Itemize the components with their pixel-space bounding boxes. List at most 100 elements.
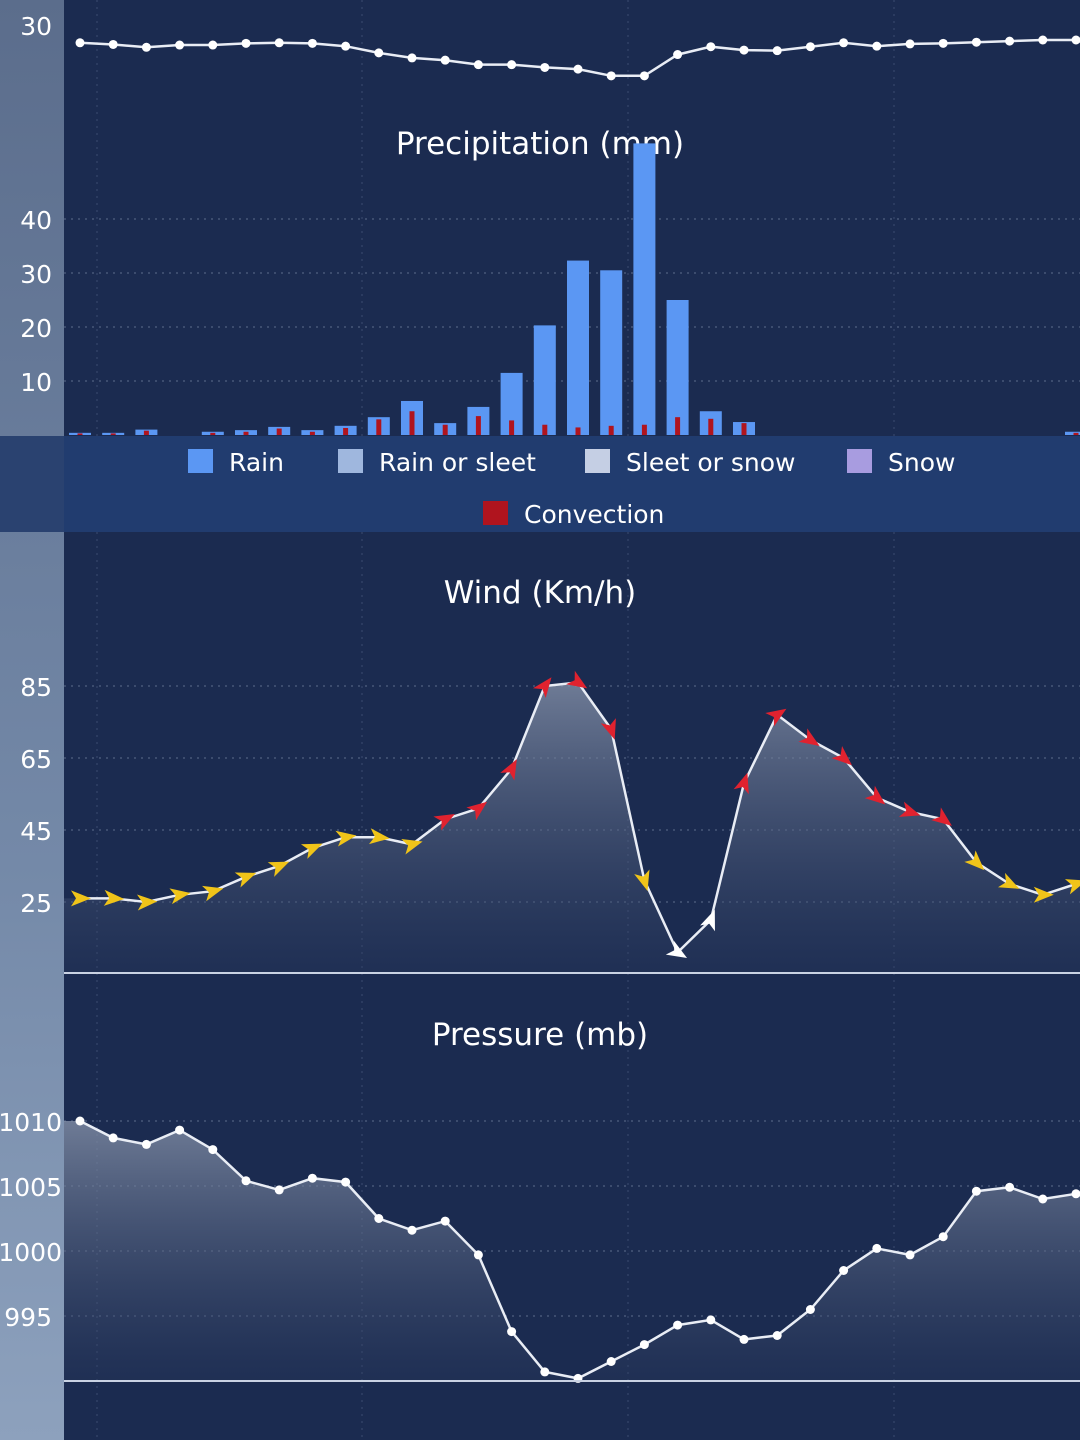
pressure-data-point — [839, 1266, 849, 1275]
top-data-point — [241, 38, 251, 48]
top-data-point — [639, 71, 649, 81]
rain-bar — [633, 143, 656, 435]
pressure-data-point — [241, 1176, 251, 1186]
y-tick-label: 10 — [20, 368, 52, 397]
wind-direction-arrow — [600, 718, 616, 740]
top-data-point — [440, 55, 450, 65]
top-data-point — [905, 39, 915, 49]
convection-bar — [276, 428, 282, 435]
legend-swatch-snow — [847, 449, 872, 473]
convection-bar — [1073, 432, 1079, 435]
wind-direction-arrow — [234, 872, 257, 888]
convection-bar — [708, 418, 714, 435]
rain-bar — [1065, 431, 1080, 435]
pressure-data-point — [540, 1367, 550, 1377]
top-data-point — [706, 42, 716, 52]
top-data-point — [208, 40, 218, 50]
convection-bar — [575, 427, 581, 435]
wind-direction-arrow — [466, 801, 488, 821]
rain-bar — [600, 270, 623, 435]
wind-direction-arrow — [798, 728, 820, 746]
pressure-data-point — [938, 1232, 948, 1242]
convection-bar — [409, 411, 415, 435]
pressure-data-point — [872, 1243, 882, 1253]
top-data-point — [374, 48, 384, 58]
convection-bar — [475, 416, 481, 435]
wind-direction-arrow — [267, 861, 290, 877]
chart-title: Wind (Km/h) — [444, 575, 637, 611]
legend-swatch-sleet-or-snow — [585, 449, 610, 473]
wind-direction-arrow — [401, 839, 423, 855]
y-tick-label: 995 — [4, 1303, 52, 1332]
vertical-gridlines — [96, 0, 895, 1440]
top-data-point — [739, 45, 749, 55]
pressure-data-point — [1071, 1189, 1080, 1199]
wind-direction-arrow — [103, 889, 125, 906]
wind-direction-arrow — [765, 708, 787, 727]
pressure-data-point — [341, 1177, 351, 1187]
legend-swatch-rain — [188, 449, 213, 473]
wind-direction-arrow — [335, 830, 357, 847]
pressure-data-point — [1038, 1194, 1048, 1204]
top-data-point — [673, 50, 683, 60]
convection-bar — [608, 425, 614, 435]
chart-title: Pressure (mb) — [432, 1017, 648, 1053]
pressure-data-point — [440, 1216, 450, 1226]
pressure-data-point — [639, 1340, 649, 1350]
wind-direction-arrow — [964, 850, 985, 871]
top-data-point — [507, 60, 517, 70]
wind-direction-arrow — [169, 888, 191, 905]
rain-bar — [666, 300, 689, 435]
top-line-chart: 30 — [20, 12, 1080, 81]
wind-direction-arrow — [831, 746, 852, 766]
pressure-data-point — [208, 1145, 218, 1155]
wind-direction-arrow — [532, 677, 552, 699]
legend-band — [64, 436, 1080, 532]
wind-direction-arrow — [500, 759, 517, 781]
y-tick-label: 1000 — [0, 1238, 62, 1267]
wind-direction-arrow — [634, 869, 650, 891]
wind-area — [64, 682, 1080, 973]
top-data-point — [573, 64, 583, 74]
top-data-point — [1038, 35, 1048, 45]
top-data-point — [407, 53, 417, 63]
wind-direction-arrow — [566, 670, 588, 689]
pressure-data-point — [374, 1214, 384, 1223]
convection-bar — [376, 419, 382, 435]
wind-direction-arrow — [368, 828, 390, 845]
y-tick-label: 40 — [20, 206, 52, 235]
y-tick-label: 1010 — [0, 1108, 62, 1137]
top-data-point — [772, 46, 782, 56]
y-tick-label: 45 — [20, 817, 52, 846]
rain-bar — [533, 325, 556, 435]
pressure-data-point — [473, 1250, 483, 1260]
legend-label-rain-or-sleet: Rain or sleet — [379, 448, 536, 477]
legend-label-snow: Snow — [888, 448, 955, 477]
convection-bar — [243, 431, 249, 435]
wind-direction-arrow — [1064, 879, 1080, 895]
convection-bar — [343, 427, 349, 435]
pressure-data-point — [507, 1327, 517, 1337]
top-data-point — [1005, 36, 1015, 46]
y-axis-gutter — [0, 0, 64, 1440]
y-tick-label: 85 — [20, 673, 52, 702]
y-tick-label: 20 — [20, 314, 52, 343]
top-data-point — [141, 42, 151, 52]
pressure-data-point — [141, 1139, 151, 1149]
legend-label-sleet-or-snow: Sleet or snow — [626, 448, 795, 477]
convection-bar — [641, 424, 647, 435]
rain-bar — [567, 260, 589, 435]
wind-direction-arrow — [71, 890, 91, 907]
convection-bar — [542, 424, 548, 435]
legend-label-convection: Convection — [524, 500, 664, 529]
convection-bar — [143, 430, 149, 435]
wind-direction-arrow — [1033, 886, 1054, 903]
convection-bar — [442, 424, 448, 435]
y-tick-label: 30 — [20, 12, 52, 41]
pressure-data-point — [673, 1320, 683, 1330]
wind-direction-arrow — [998, 872, 1020, 889]
pressure-data-point — [1005, 1182, 1015, 1192]
convection-bar — [509, 420, 515, 435]
pressure-data-point — [805, 1305, 815, 1314]
